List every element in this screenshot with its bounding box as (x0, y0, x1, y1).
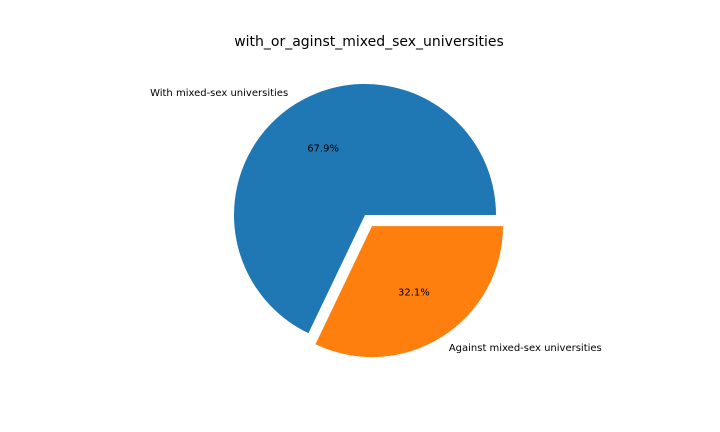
slice-label-0: With mixed-sex universities (150, 88, 288, 99)
chart-title: with_or_aginst_mixed_sex_universities (234, 34, 504, 50)
pie-labels: With mixed-sex universities 67.9% Against … (150, 88, 602, 354)
pct-label-1: 32.1% (398, 288, 430, 299)
pie-slices (234, 83, 503, 358)
pie-slice-0 (234, 83, 496, 334)
pie-slice-1 (315, 226, 503, 358)
slice-label-1: Against mixed-sex universities (449, 343, 602, 354)
pct-label-0: 67.9% (307, 144, 339, 155)
